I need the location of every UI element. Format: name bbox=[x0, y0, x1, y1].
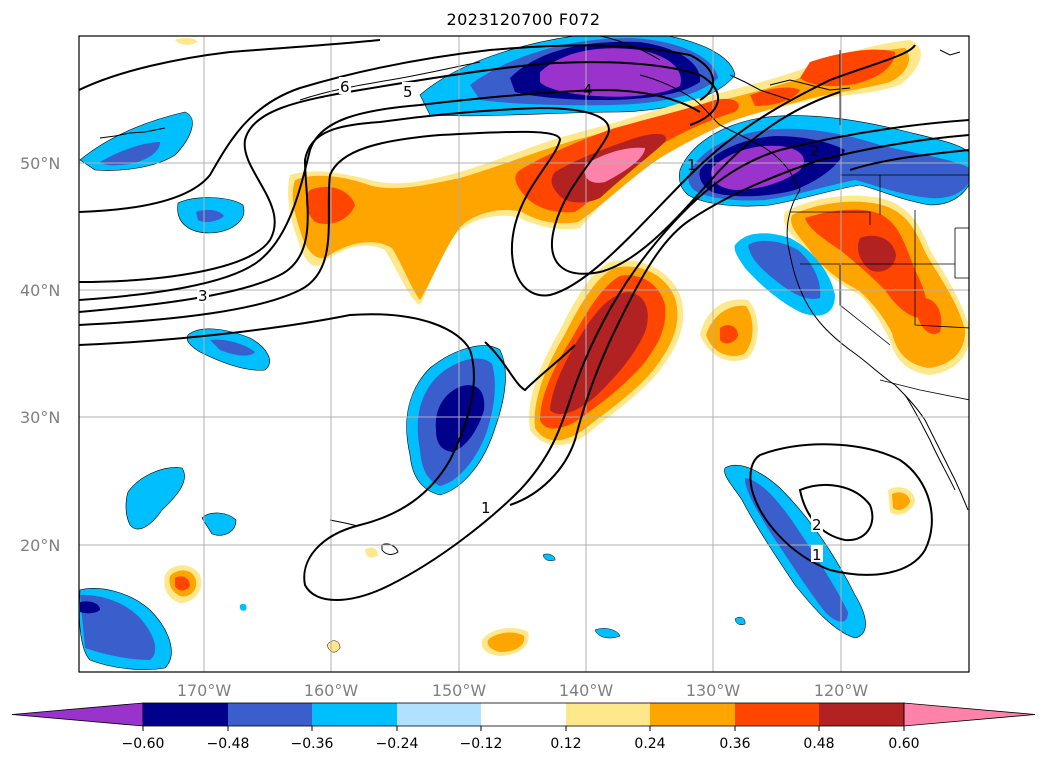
colorbar-tick-label: −0.12 bbox=[460, 736, 503, 752]
political-borders bbox=[790, 50, 969, 401]
positive-blob-small-4 bbox=[164, 565, 202, 603]
map-frame bbox=[78, 35, 970, 673]
colorbar-left-extension bbox=[11, 702, 144, 727]
colorbar-tick-label: −0.24 bbox=[376, 736, 419, 752]
positive-blob-small-3 bbox=[888, 487, 915, 515]
lat-label-30n: 30°N bbox=[20, 408, 60, 427]
colorbar-segment-2 bbox=[228, 703, 312, 726]
contour-label-3: 3 bbox=[198, 287, 208, 305]
height-contours bbox=[79, 39, 969, 601]
latitude-labels: 50°N 40°N 30°N 20°N bbox=[20, 154, 60, 555]
colorbar-tick-label: −0.60 bbox=[122, 736, 165, 752]
coastlines bbox=[99, 36, 969, 555]
negative-blob-northwest bbox=[79, 111, 193, 171]
lat-label-20n: 20°N bbox=[20, 536, 60, 555]
colorbar-segment-6 bbox=[566, 703, 650, 726]
negative-blob-small-5 bbox=[201, 512, 237, 536]
contour-label-4: 4 bbox=[583, 81, 593, 99]
positive-blob-small-california bbox=[700, 299, 758, 362]
map-title: 2023120700 F072 bbox=[446, 10, 601, 29]
longitude-labels: 170°W 160°W 150°W 140°W 130°W 120°W bbox=[177, 681, 869, 700]
colorbar-tick-label: 0.24 bbox=[634, 736, 665, 752]
colorbar-tick-label: 0.48 bbox=[803, 736, 834, 752]
contour-label-2-south: 2 bbox=[812, 516, 822, 534]
lon-label-150w: 150°W bbox=[432, 681, 487, 700]
contour-labels: 6 5 4 3 2 1 1 2 1 bbox=[197, 77, 823, 564]
lon-label-130w: 130°W bbox=[686, 681, 741, 700]
negative-blob-central-pacific bbox=[406, 345, 506, 496]
colorbar-segment-1 bbox=[143, 703, 228, 726]
positive-band-north bbox=[287, 40, 921, 305]
contour-label-5: 5 bbox=[403, 83, 413, 101]
colorbar-segment-5 bbox=[481, 703, 566, 726]
colorbar-outline bbox=[142, 702, 905, 727]
contour-label-2-north: 2 bbox=[810, 142, 820, 160]
colorbar-segment-4 bbox=[397, 703, 481, 726]
lat-label-40n: 40°N bbox=[20, 281, 60, 300]
contour-label-1-north: 1 bbox=[687, 156, 697, 174]
colorbar-segment-8 bbox=[735, 703, 819, 726]
contour-label-1-southeast: 1 bbox=[812, 546, 822, 564]
negative-blob-small-2 bbox=[186, 328, 270, 371]
colorbar: −0.60 −0.48 −0.36 −0.24 −0.12 0.12 0.24 … bbox=[11, 702, 1036, 752]
colorbar-tick-label: 0.36 bbox=[719, 736, 750, 752]
colorbar-ticks bbox=[142, 726, 905, 731]
colorbar-tick-label: 0.60 bbox=[888, 736, 919, 752]
lon-label-120w: 120°W bbox=[814, 681, 869, 700]
positive-blob-small-5 bbox=[481, 627, 529, 656]
contour-label-6: 6 bbox=[340, 78, 350, 96]
colorbar-tick-label: −0.36 bbox=[291, 736, 334, 752]
shaded-field bbox=[79, 36, 969, 672]
negative-blob-off-california bbox=[734, 233, 835, 316]
colorbar-tick-label: −0.48 bbox=[207, 736, 250, 752]
lat-label-50n: 50°N bbox=[20, 154, 60, 173]
colorbar-tick-label: 0.12 bbox=[550, 736, 581, 752]
negative-blob-small-1 bbox=[177, 197, 245, 234]
lon-label-160w: 160°W bbox=[304, 681, 359, 700]
colorbar-segment-9 bbox=[819, 703, 904, 726]
negative-blob-small-4 bbox=[125, 467, 185, 530]
tiny-features bbox=[175, 37, 746, 653]
colorbar-segment-3 bbox=[312, 703, 397, 726]
contour-label-1-south: 1 bbox=[481, 499, 491, 517]
lon-label-140w: 140°W bbox=[559, 681, 614, 700]
colorbar-right-extension bbox=[903, 702, 1036, 727]
colorbar-segment-7 bbox=[650, 703, 735, 726]
lon-label-170w: 170°W bbox=[177, 681, 232, 700]
negative-blob-southwest bbox=[79, 588, 172, 670]
